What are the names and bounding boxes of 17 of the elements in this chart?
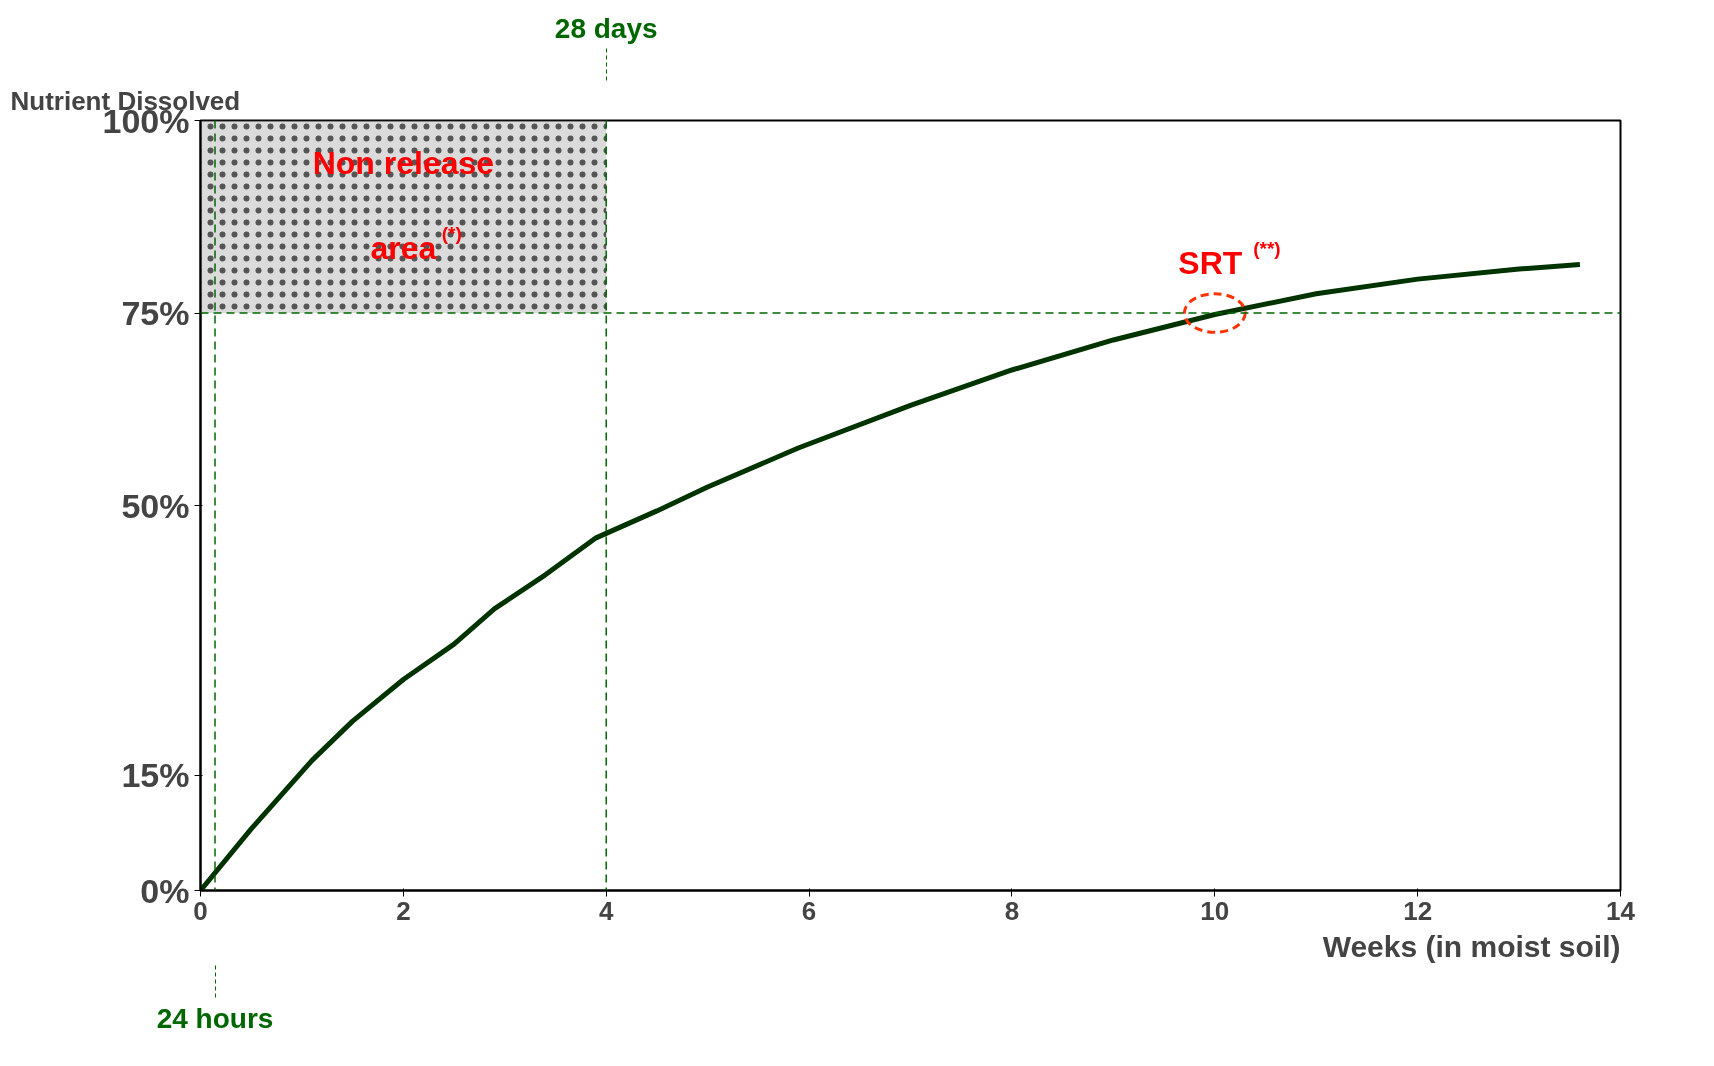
ref-line-label: 24 hours	[156, 1002, 274, 1034]
x-tick-label: 4	[598, 895, 614, 926]
x-tick-label: 0	[193, 895, 208, 926]
x-tick-label: 2	[396, 895, 411, 926]
y-tick-label: 15%	[121, 756, 190, 794]
x-axis-title: Weeks (in moist soil)	[1322, 929, 1621, 963]
x-tick-label: 14	[1606, 895, 1636, 926]
text: Non release area(*)	[312, 144, 495, 266]
x-tick-label: 8	[1004, 895, 1020, 926]
y-tick-label: 0%	[140, 871, 190, 910]
y-tick-label: 75%	[121, 294, 190, 332]
annotation: SRT (**)	[1178, 238, 1281, 281]
ref-line-label: 28 days	[554, 12, 658, 44]
x-tick-label: 6	[801, 895, 817, 926]
x-tick-label: 12	[1403, 895, 1433, 926]
x-tick-label: 10	[1200, 895, 1230, 926]
y-tick-label: 50%	[121, 486, 190, 525]
